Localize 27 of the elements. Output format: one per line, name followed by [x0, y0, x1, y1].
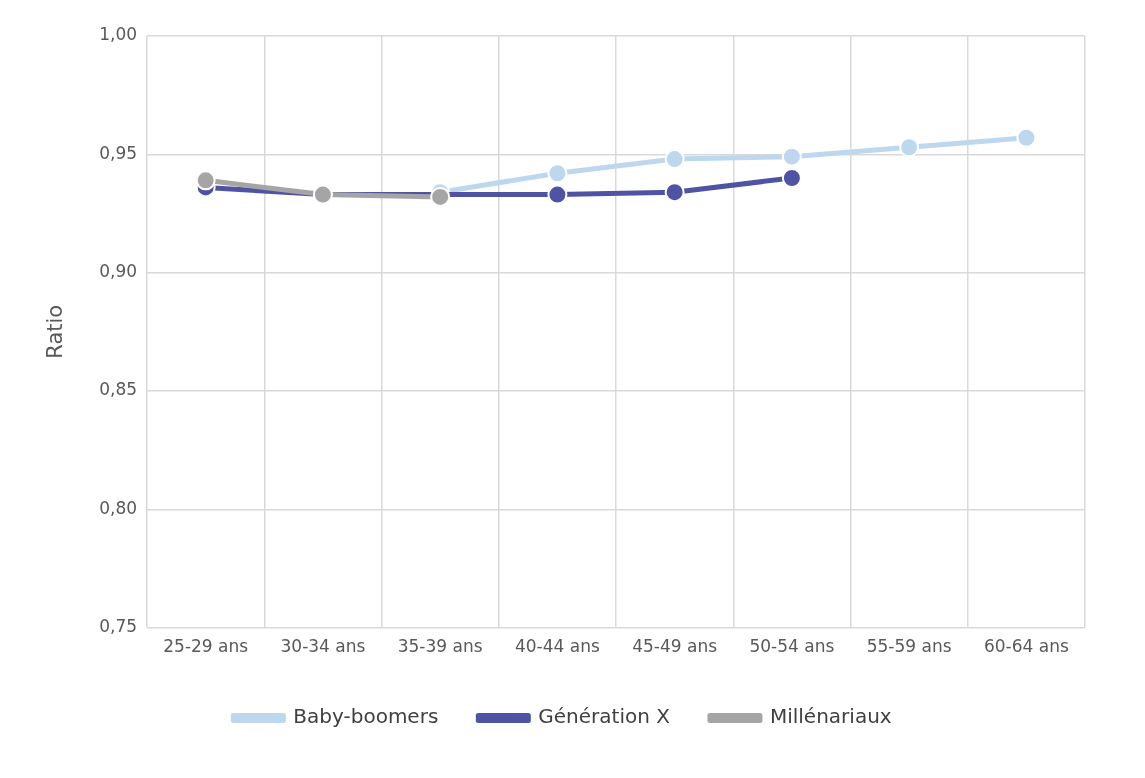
- legend-label: Millénariaux: [769, 704, 892, 729]
- point: [899, 137, 920, 158]
- y-tick-label: 1,00: [99, 24, 138, 45]
- x-tick-label: 50-54 ans: [749, 636, 835, 657]
- point: [781, 146, 802, 167]
- legend-label: Baby-boomers: [293, 704, 439, 729]
- y-tick-label: 0,90: [99, 261, 138, 282]
- point: [195, 170, 216, 191]
- x-tick-label: 45-49 ans: [632, 636, 718, 657]
- y-tick-label: 0,75: [99, 616, 138, 637]
- x-tick-label: 60-64 ans: [983, 636, 1069, 657]
- point: [547, 184, 568, 205]
- y-axis-title: Ratio: [43, 304, 68, 359]
- x-tick-label: 35-39 ans: [397, 636, 483, 657]
- x-tick-label: 55-59 ans: [866, 636, 952, 657]
- point: [664, 182, 685, 203]
- point: [664, 149, 685, 170]
- x-tick-label: 30-34 ans: [280, 636, 366, 657]
- point: [781, 167, 802, 188]
- point: [547, 163, 568, 184]
- x-tick-label: 40-44 ans: [514, 636, 600, 657]
- y-tick-label: 0,85: [99, 379, 138, 400]
- y-tick-label: 0,95: [99, 142, 138, 163]
- point: [1016, 127, 1037, 148]
- legend-label: Génération X: [538, 704, 671, 729]
- x-tick-label: 25-29 ans: [163, 636, 249, 657]
- y-tick-label: 0,80: [99, 497, 138, 518]
